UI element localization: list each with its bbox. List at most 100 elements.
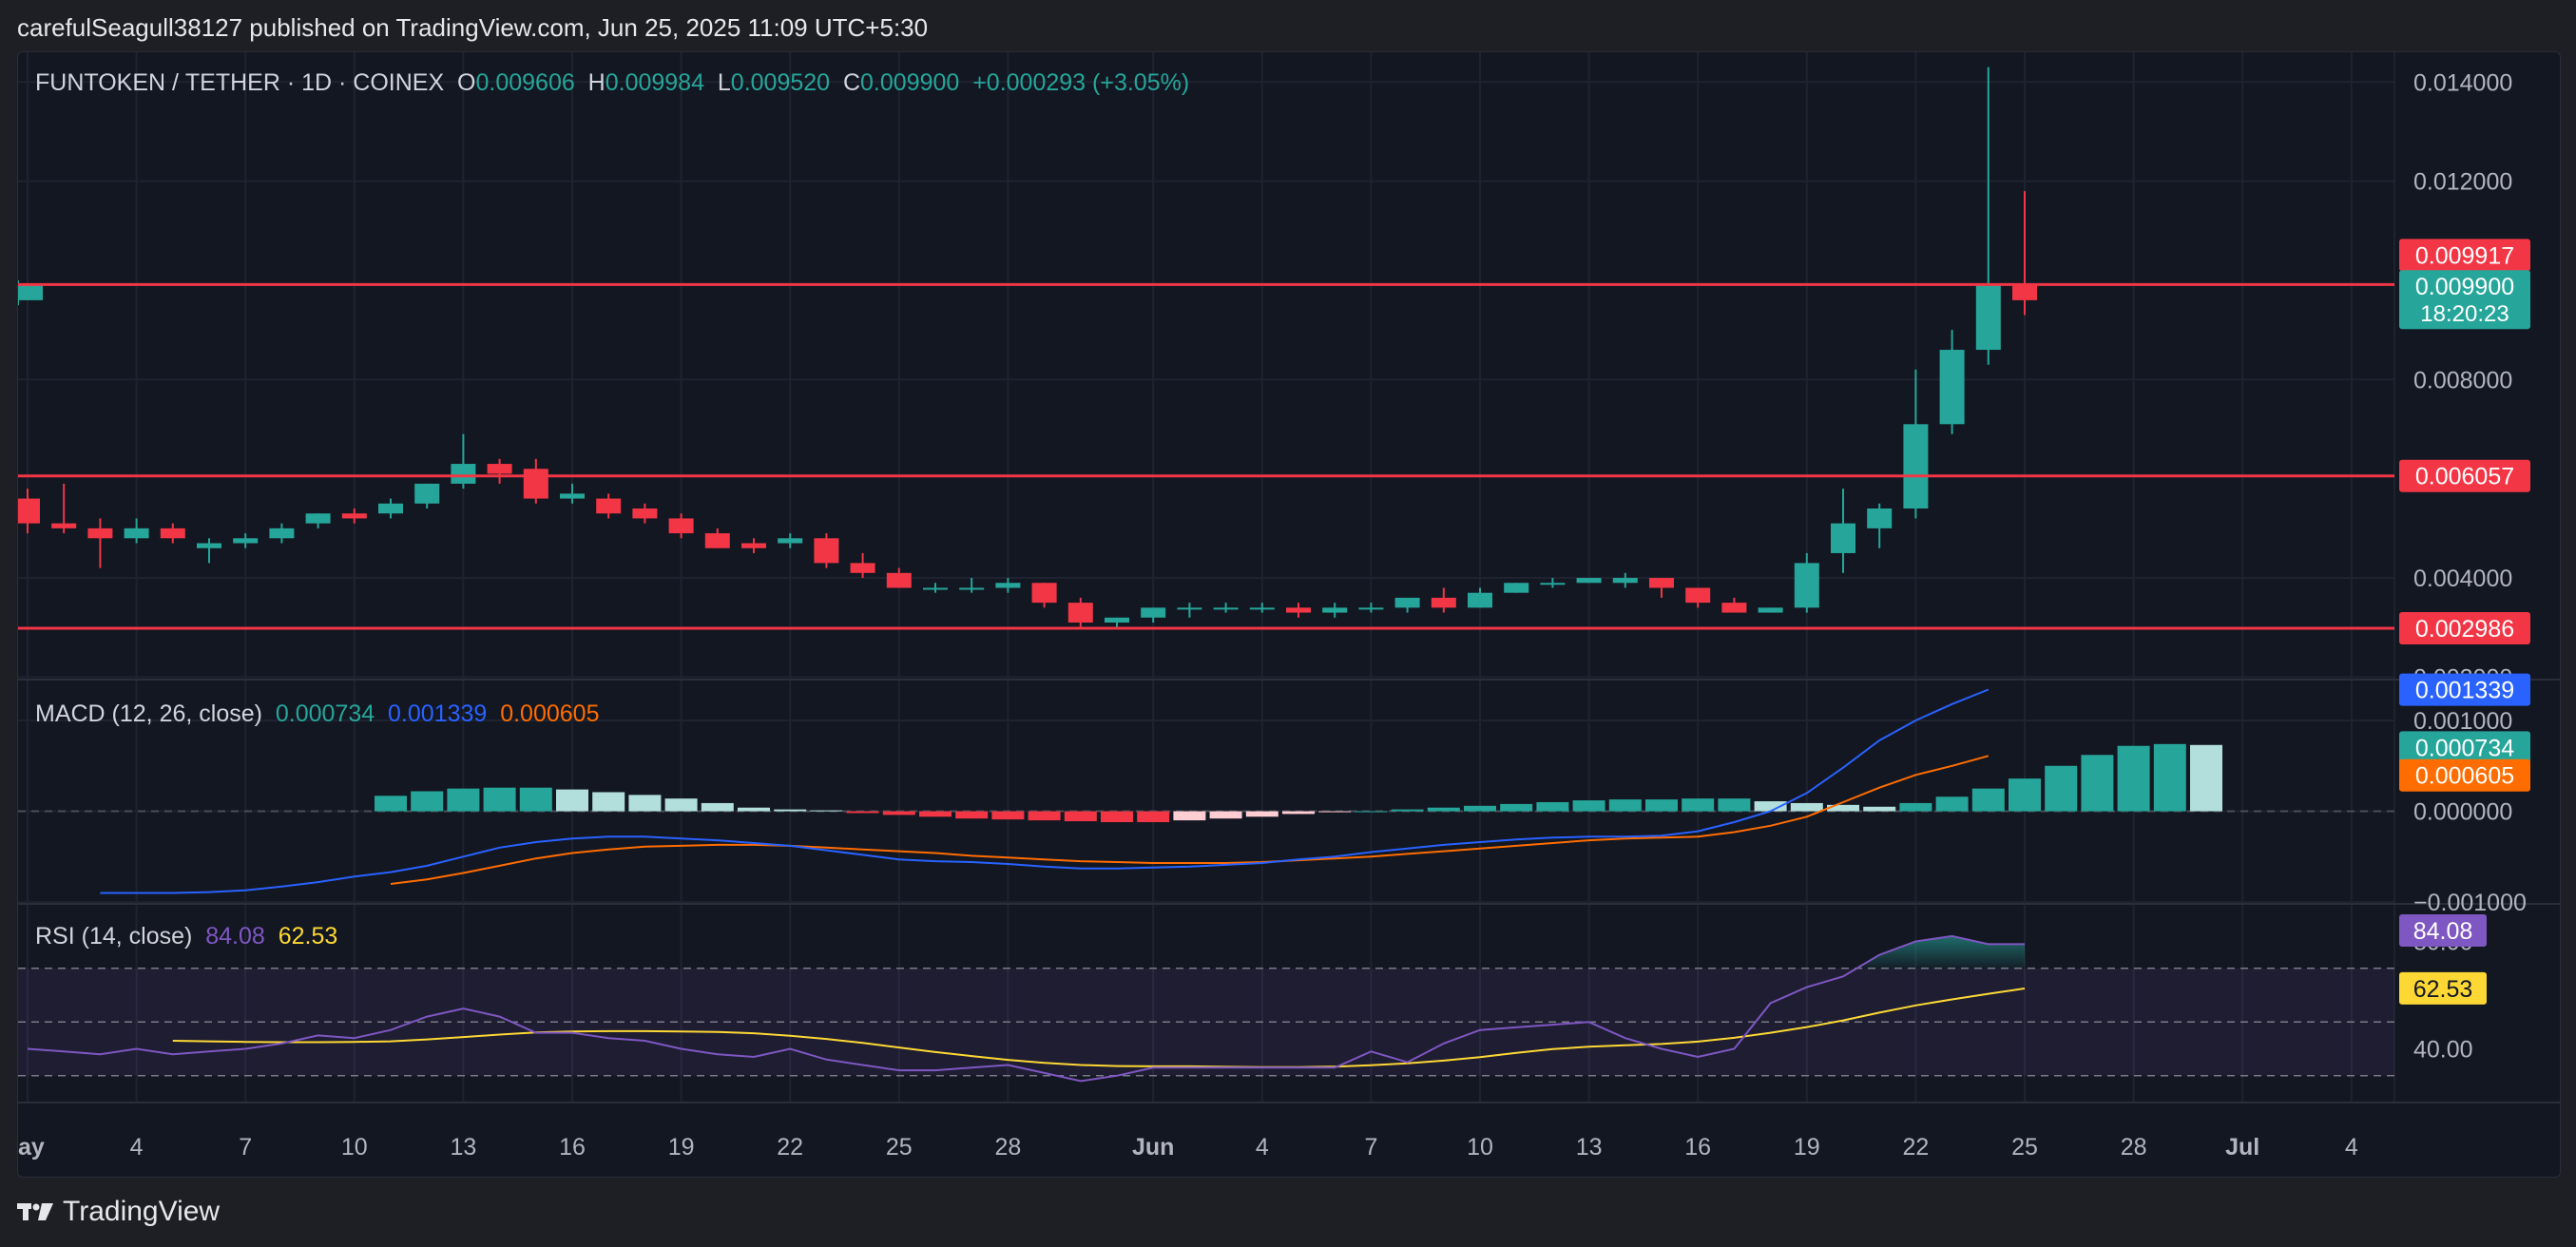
candle-body <box>632 508 658 519</box>
candle-body <box>414 483 440 504</box>
candle-body <box>233 538 259 544</box>
candle-body <box>87 528 113 539</box>
candle-body <box>814 538 839 564</box>
price-legend-part: 0.009984 <box>606 69 718 96</box>
last-price-bg <box>2399 270 2530 330</box>
chart-svg[interactable]: 0.0140000.0120000.0080000.0040000.002000… <box>18 52 2560 1177</box>
candle-body <box>1504 583 1529 593</box>
macd-hist-bar <box>2117 745 2150 812</box>
rsi-ma-line <box>172 988 2026 1068</box>
candle-body <box>1540 583 1566 585</box>
rsi-badge-text: 84.08 <box>2413 918 2473 945</box>
macd-hist-badge: 0.000734 <box>2399 731 2530 764</box>
candle-body <box>995 583 1021 588</box>
price-legend-part: 0.009900 <box>860 69 972 96</box>
macd-hist-bar <box>1137 811 1170 823</box>
macd-hist-bar <box>556 789 588 812</box>
macd-hist-bar <box>2081 755 2114 812</box>
candle-body <box>18 498 40 524</box>
candle-body <box>1685 587 1711 604</box>
candle-body <box>51 523 77 528</box>
macd-hist-bar <box>1355 811 1388 813</box>
candle-body <box>1649 578 1674 588</box>
candle-body <box>451 464 476 484</box>
candle-body <box>124 528 149 539</box>
macd-hist-bar <box>1863 806 1896 812</box>
candle-body <box>1177 607 1202 610</box>
macd-hist-bar <box>955 811 989 819</box>
price-legend-part: FUNTOKEN / TETHER · 1D · COINEX <box>35 69 457 96</box>
time-tick-label: 16 <box>559 1134 586 1161</box>
time-tick-label: 4 <box>130 1134 144 1161</box>
macd-hist-bar <box>1608 799 1642 812</box>
chart-panel[interactable]: 0.0140000.0120000.0080000.0040000.002000… <box>17 51 2561 1178</box>
macd-legend: MACD (12, 26, close) 0.000734 0.001339 0… <box>35 700 599 727</box>
level-badge-2-text: 0.002986 <box>2415 616 2514 643</box>
last-price-countdown: 18:20:23 <box>2420 301 2509 327</box>
time-tick-label: 19 <box>668 1134 695 1161</box>
price-tick-label: 0.008000 <box>2413 367 2512 393</box>
rsi-tick-label: 40.00 <box>2413 1037 2473 1064</box>
macd-hist-bar <box>1754 801 1787 812</box>
macd-hist-bar <box>919 811 952 817</box>
level-badge-0: 0.009917 <box>2399 239 2530 272</box>
macd-hist-bar <box>1173 811 1206 821</box>
price-legend-part: H <box>588 69 606 96</box>
macd-hist-bar <box>1790 802 1823 812</box>
macd-badge-text: 0.001339 <box>2415 678 2514 704</box>
macd-hist-bar <box>664 798 698 812</box>
candle-body <box>1576 578 1602 584</box>
candle-body <box>778 538 803 544</box>
rsi-line <box>27 934 2025 1083</box>
macd-hist-bar <box>483 787 516 812</box>
macd-hist-bar <box>882 811 915 815</box>
time-tick-label: ay <box>18 1134 45 1161</box>
macd-hist-bar <box>1427 807 1460 812</box>
price-tick-label: 0.004000 <box>2413 566 2512 592</box>
level-badge-0-bg <box>2399 239 2530 272</box>
macd-hist-bar <box>2190 744 2222 812</box>
macd-signal-badge: 0.000605 <box>2399 758 2530 792</box>
candle-body <box>1867 508 1893 528</box>
time-tick-label: 4 <box>1256 1134 1269 1161</box>
rsi-ma-badge-bg <box>2399 971 2487 1005</box>
last-price-value: 0.009900 <box>2415 274 2514 300</box>
macd-hist-bar <box>1645 799 1678 812</box>
macd-hist-bar <box>2045 765 2078 812</box>
macd-hist-bar <box>1536 801 1569 812</box>
rsi-badge: 84.08 <box>2399 914 2487 948</box>
rsi-legend-part: RSI (14, close) <box>35 923 205 950</box>
candle-body <box>1358 607 1384 610</box>
price-tick-label: 0.012000 <box>2413 169 2512 196</box>
candle-body <box>487 464 512 474</box>
candle-body <box>1831 523 1855 553</box>
candle-body <box>560 493 585 499</box>
candle-body <box>1794 563 1819 608</box>
macd-hist-bar <box>2009 778 2041 812</box>
price-legend-part: O <box>457 69 475 96</box>
macd-hist-bar <box>1245 811 1278 817</box>
candle-body <box>1031 583 1057 604</box>
rsi-legend-part: 62.53 <box>279 923 338 950</box>
price-legend-part: L <box>718 69 731 96</box>
level-badge-0-text: 0.009917 <box>2415 242 2514 269</box>
candle-body <box>1322 607 1348 613</box>
time-tick-label: Jul <box>2225 1134 2259 1161</box>
rsi-ma-badge: 62.53 <box>2399 971 2487 1005</box>
macd-hist-bar <box>447 788 480 812</box>
candle-body <box>1394 597 1420 608</box>
candle-body <box>197 543 221 548</box>
rsi-legend-part: 84.08 <box>205 923 278 950</box>
time-tick-label: Jun <box>1132 1134 1174 1161</box>
macd-legend-part: 0.000605 <box>500 700 599 727</box>
candle-body <box>668 518 694 534</box>
time-tick-label: 22 <box>1902 1134 1929 1161</box>
price-legend-part: C <box>843 69 860 96</box>
macd-hist-bar <box>846 811 879 814</box>
macd-signal-badge-bg <box>2399 758 2530 792</box>
macd-hist-bar <box>411 791 444 812</box>
candle-body <box>923 587 948 590</box>
price-legend: FUNTOKEN / TETHER · 1D · COINEX O0.00960… <box>35 69 1189 96</box>
rsi-overbought-fill <box>1860 935 2025 969</box>
candle-body <box>305 513 331 524</box>
